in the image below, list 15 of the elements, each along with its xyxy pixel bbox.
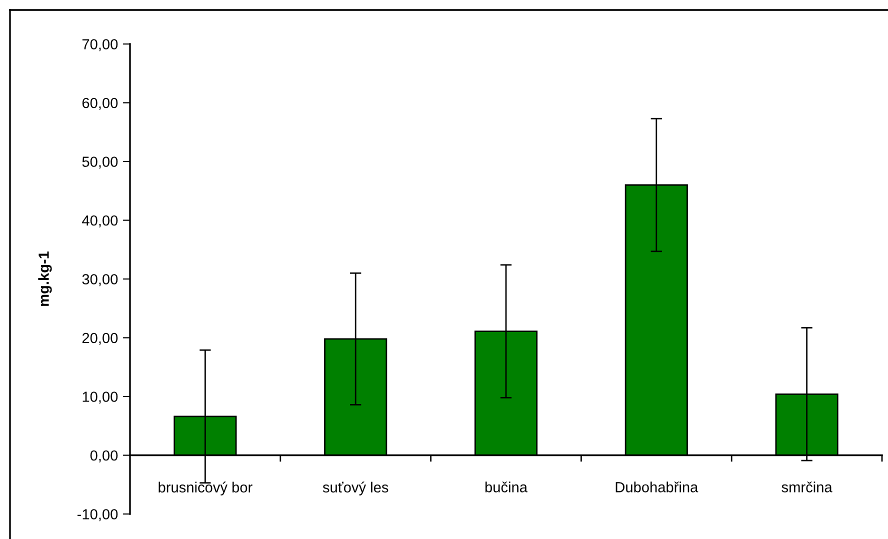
- x-tick-label: smrčina: [782, 482, 832, 492]
- y-tick-label: 40,00: [82, 215, 118, 228]
- y-tick-label: 60,00: [82, 98, 118, 110]
- y-tick-label: -10,00: [77, 509, 118, 522]
- x-tick-label: brusnicový bor: [158, 482, 252, 496]
- y-tick-label: 30,00: [82, 274, 118, 286]
- x-tick-label: Dubohabřina: [616, 482, 698, 492]
- y-tick-label: 50,00: [82, 156, 118, 169]
- y-axis-title: mg.kg-1: [38, 251, 52, 306]
- y-tick-label: 70,00: [82, 39, 118, 52]
- y-tick-label: 10,00: [82, 392, 118, 404]
- y-tick-label: 20,00: [82, 332, 118, 345]
- y-tick-label: 0,00: [90, 450, 118, 462]
- x-tick-label: bučina: [485, 482, 528, 492]
- x-tick-label: suťový les: [322, 482, 388, 496]
